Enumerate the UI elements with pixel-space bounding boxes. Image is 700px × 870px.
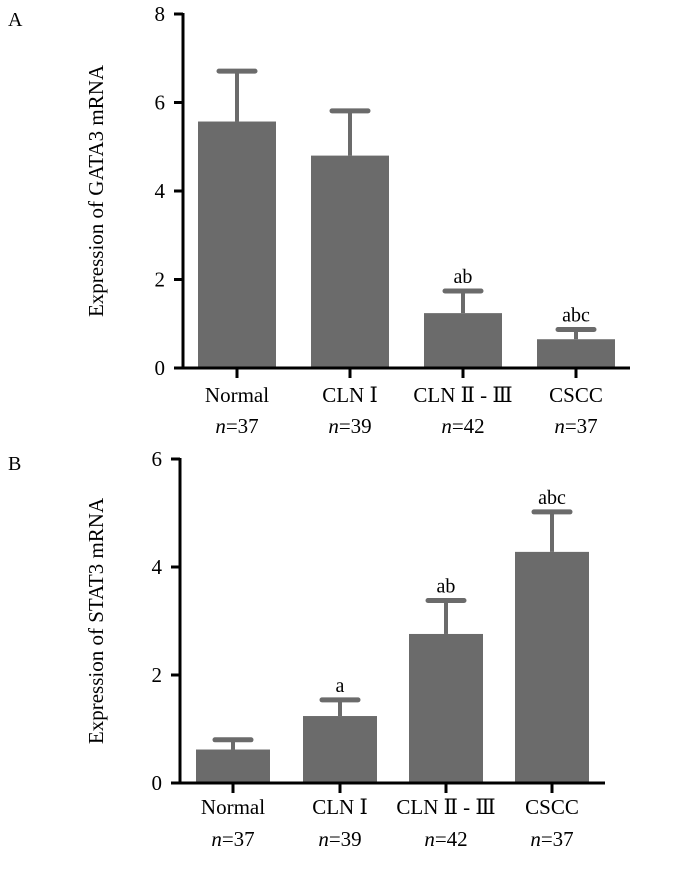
y-tick-label: 6 (152, 447, 163, 471)
x-tick-label: Normal (201, 795, 265, 819)
significance-label: abc (538, 487, 566, 509)
n-symbol: n (530, 827, 541, 851)
significance-label: abc (562, 305, 590, 327)
n-symbol: n (441, 414, 452, 438)
bar (196, 749, 270, 783)
bar (424, 313, 502, 368)
y-tick-label: 0 (155, 356, 166, 380)
y-axis-label: Expression of GATA3 mRNA (84, 64, 108, 317)
n-symbol: n (424, 827, 435, 851)
x-tick-label: CLN Ⅱ - Ⅲ (413, 383, 512, 407)
n-symbol: n (554, 414, 565, 438)
n-symbol: n (328, 414, 339, 438)
y-tick-label: 6 (155, 91, 166, 115)
sample-size-label: n=37 (215, 414, 258, 438)
sample-size-label: n=42 (424, 827, 467, 851)
sample-size-label: n=37 (530, 827, 573, 851)
y-tick-label: 4 (152, 555, 163, 579)
bar (515, 551, 589, 783)
sample-size-label: n=37 (211, 827, 254, 851)
significance-label: ab (437, 575, 456, 597)
significance-label: a (336, 675, 345, 697)
sample-size-label: n=39 (328, 414, 371, 438)
bar (409, 633, 483, 783)
y-tick-label: 4 (155, 179, 166, 203)
bar (537, 339, 615, 368)
x-tick-label: Normal (205, 383, 269, 407)
y-tick-label: 2 (152, 663, 163, 687)
y-tick-label: 0 (152, 771, 163, 795)
x-tick-label: CLN Ⅰ (322, 383, 378, 407)
y-axis-label: Expression of STAT3 mRNA (84, 497, 108, 744)
sample-size-label: n=39 (318, 827, 361, 851)
panel-label: B (8, 453, 21, 475)
bar (198, 121, 276, 368)
panel-label: A (8, 9, 23, 31)
x-tick-label: CSCC (549, 383, 603, 407)
n-symbol: n (211, 827, 222, 851)
x-tick-label: CLN Ⅱ - Ⅲ (396, 795, 495, 819)
sample-size-label: n=42 (441, 414, 484, 438)
bar (303, 716, 377, 783)
y-tick-label: 2 (155, 268, 166, 292)
x-tick-label: CSCC (525, 795, 579, 819)
bar (311, 155, 389, 368)
n-symbol: n (215, 414, 226, 438)
n-symbol: n (318, 827, 329, 851)
x-tick-label: CLN Ⅰ (312, 795, 368, 819)
sample-size-label: n=37 (554, 414, 597, 438)
panel-a: A Expression of GATA3 mRNA Normal n=37 CLN Ⅰ… (8, 2, 630, 438)
significance-label: ab (454, 266, 473, 288)
y-tick-label: 8 (155, 2, 166, 26)
panel-b: B Expression of STAT3 mRNA Normal n=37 a CLN … (8, 447, 605, 851)
